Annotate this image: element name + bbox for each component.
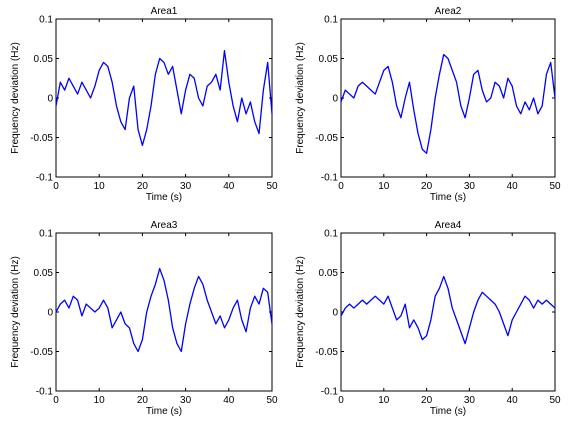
x-tick-label: 40 <box>507 395 519 406</box>
chart-title: Area4 <box>435 220 462 231</box>
x-tick-label: 30 <box>180 181 192 192</box>
x-tick-label: 50 <box>266 395 278 406</box>
y-tick-label: -0.1 <box>321 173 339 184</box>
subplot-1: 0 10 20 30 40 50 -0.1 -0.05 0 0.05 0.1 Area1 Time (s… <box>10 6 278 203</box>
y-tick-label: 0.05 <box>34 268 54 279</box>
subplot-2: 0 10 20 30 40 50 -0.1 -0.05 0 0.05 0.1 Area2 Time (s… <box>295 6 561 203</box>
x-tick-label: 20 <box>421 395 433 406</box>
x-axis-label: Time (s) <box>146 192 182 203</box>
x-tick-label: 40 <box>507 181 519 192</box>
x-tick-label: 20 <box>421 181 433 192</box>
chart-title: Area3 <box>151 220 178 231</box>
series-line <box>55 267 273 353</box>
x-tick-label: 50 <box>549 181 561 192</box>
y-tick-label: 0 <box>47 308 53 319</box>
chart-title: Area2 <box>435 6 462 17</box>
x-tick-label: 10 <box>378 395 390 406</box>
y-tick-label: 0.1 <box>324 15 338 26</box>
y-axis-label: Frequency deviation (Hz) <box>295 42 306 154</box>
axes-box <box>340 18 556 178</box>
series-line <box>340 53 556 154</box>
subplot-4: 0 10 20 30 40 50 -0.1 -0.05 0 0.05 0.1 Area4 Time (s… <box>295 220 561 417</box>
x-tick-label: 50 <box>266 181 278 192</box>
x-axis-label: Time (s) <box>430 406 466 416</box>
x-tick-label: 0 <box>338 181 344 192</box>
y-tick-label: -0.05 <box>30 347 53 358</box>
y-tick-label: -0.1 <box>36 387 54 398</box>
x-tick-label: 10 <box>378 181 390 192</box>
x-tick-label: 20 <box>137 181 149 192</box>
y-axis-label: Frequency deviation (Hz) <box>10 42 21 154</box>
x-tick-label: 30 <box>180 395 192 406</box>
subplot-3: 0 10 20 30 40 50 -0.1 -0.05 0 0.05 0.1 Area3 Time (s… <box>10 220 278 417</box>
y-tick-label: 0 <box>332 94 338 105</box>
series-line <box>340 275 556 345</box>
x-tick-label: 0 <box>53 395 59 406</box>
x-tick-label: 40 <box>223 181 235 192</box>
x-tick-label: 30 <box>464 395 476 406</box>
axes-box <box>55 18 273 178</box>
y-tick-label: 0.1 <box>39 15 53 26</box>
x-axis-label: Time (s) <box>146 406 182 416</box>
x-tick-label: 40 <box>223 395 235 406</box>
x-tick-label: 0 <box>53 181 59 192</box>
y-tick-label: -0.05 <box>315 347 338 358</box>
y-tick-label: 0.1 <box>324 229 338 240</box>
y-tick-label: 0 <box>332 308 338 319</box>
y-tick-label: 0.05 <box>34 54 54 65</box>
y-tick-label: -0.1 <box>36 173 54 184</box>
y-tick-label: -0.05 <box>30 133 53 144</box>
y-tick-label: 0.05 <box>319 268 339 279</box>
y-axis-label: Frequency deviation (Hz) <box>295 256 306 368</box>
x-tick-label: 10 <box>94 181 106 192</box>
y-tick-label: -0.1 <box>321 387 339 398</box>
x-axis-label: Time (s) <box>430 192 466 203</box>
chart-title: Area1 <box>151 6 178 17</box>
x-tick-label: 10 <box>94 395 106 406</box>
y-tick-label: 0 <box>47 94 53 105</box>
axes-box <box>55 232 273 392</box>
x-tick-label: 20 <box>137 395 149 406</box>
series-line <box>55 49 273 147</box>
x-tick-label: 50 <box>549 395 561 406</box>
y-axis-label: Frequency deviation (Hz) <box>10 256 21 368</box>
axes-box <box>340 232 556 392</box>
x-tick-label: 30 <box>464 181 476 192</box>
y-tick-label: 0.05 <box>319 54 339 65</box>
y-tick-label: 0.1 <box>39 229 53 240</box>
y-tick-label: -0.05 <box>315 133 338 144</box>
x-tick-label: 0 <box>338 395 344 406</box>
